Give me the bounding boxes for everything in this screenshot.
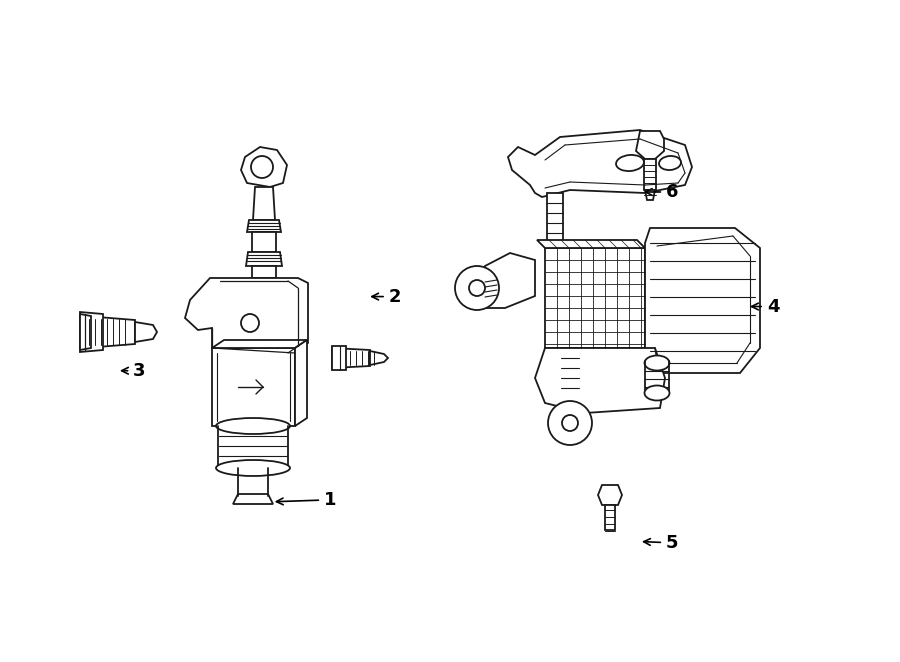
Polygon shape	[535, 348, 665, 413]
Ellipse shape	[644, 355, 670, 371]
Polygon shape	[645, 228, 760, 373]
Polygon shape	[212, 340, 307, 348]
Polygon shape	[247, 220, 281, 232]
Polygon shape	[332, 348, 370, 368]
Circle shape	[469, 280, 485, 296]
Polygon shape	[252, 266, 276, 278]
Ellipse shape	[644, 385, 670, 401]
Polygon shape	[644, 159, 656, 190]
Polygon shape	[253, 187, 275, 220]
Polygon shape	[85, 316, 135, 348]
Polygon shape	[545, 248, 645, 348]
Polygon shape	[645, 190, 655, 200]
Polygon shape	[645, 240, 653, 348]
Polygon shape	[561, 348, 579, 403]
Ellipse shape	[216, 418, 290, 434]
Polygon shape	[605, 505, 615, 530]
Text: 4: 4	[752, 297, 779, 316]
Polygon shape	[598, 485, 622, 505]
Polygon shape	[636, 131, 664, 159]
Ellipse shape	[216, 460, 290, 476]
Circle shape	[241, 314, 259, 332]
Polygon shape	[185, 278, 308, 353]
Polygon shape	[233, 494, 273, 504]
Polygon shape	[80, 314, 91, 350]
Text: 2: 2	[372, 287, 401, 306]
Text: 1: 1	[276, 491, 337, 509]
Ellipse shape	[616, 155, 644, 171]
Polygon shape	[241, 147, 287, 187]
Polygon shape	[295, 340, 307, 426]
Circle shape	[548, 401, 592, 445]
Polygon shape	[508, 130, 692, 197]
Polygon shape	[212, 348, 295, 426]
Text: 5: 5	[644, 534, 679, 552]
Circle shape	[251, 156, 273, 178]
Circle shape	[562, 415, 578, 431]
Ellipse shape	[659, 156, 681, 170]
Polygon shape	[370, 351, 388, 365]
Text: 6: 6	[645, 183, 679, 201]
Polygon shape	[547, 193, 563, 248]
Circle shape	[455, 266, 499, 310]
Polygon shape	[246, 252, 282, 266]
Polygon shape	[135, 322, 157, 342]
Polygon shape	[252, 232, 276, 252]
Polygon shape	[537, 240, 645, 248]
Polygon shape	[80, 312, 103, 352]
Polygon shape	[475, 253, 535, 308]
Polygon shape	[332, 346, 346, 370]
Text: 3: 3	[122, 361, 146, 380]
